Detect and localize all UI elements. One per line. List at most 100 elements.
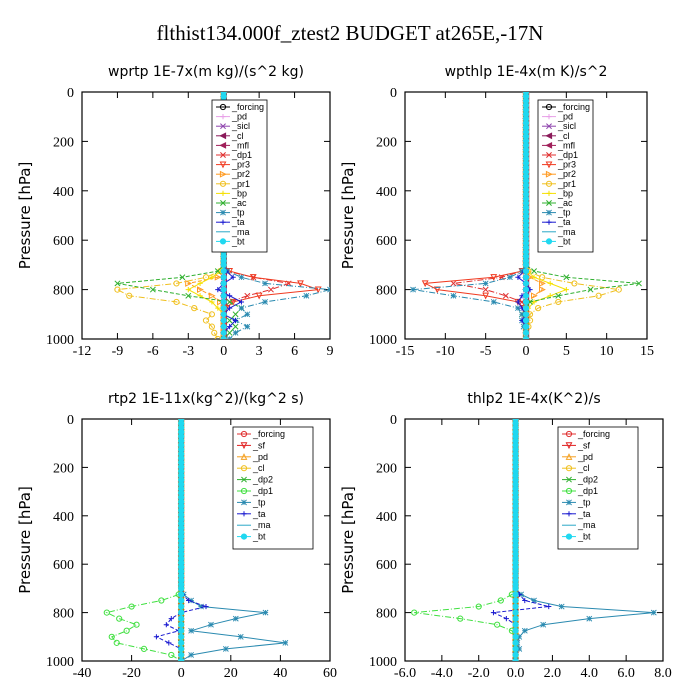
y-axis-label: Pressure [hPa] <box>339 486 357 594</box>
x-tick-label: 2.0 <box>544 666 562 681</box>
legend-label: _pr3 <box>557 160 576 170</box>
y-tick-label: 600 <box>376 558 397 573</box>
x-tick-label: 0 <box>523 344 530 359</box>
legend-entry: _dp1 <box>562 486 598 496</box>
legend-label: _sf <box>577 440 591 450</box>
y-tick-label: 800 <box>376 607 397 622</box>
y-tick-label: 800 <box>53 607 74 622</box>
legend-entry: _cl <box>562 463 590 473</box>
legend-entry: _ac <box>542 198 573 208</box>
series-line <box>414 419 517 661</box>
legend-label: _bt <box>557 236 571 246</box>
legend-entry: _ma <box>562 520 596 530</box>
panel-title: thlp2 1E-4x(K^2)/s <box>467 391 600 407</box>
panel-title: wpthlp 1E-4x(m K)/s^2 <box>445 64 608 80</box>
legend-box <box>211 99 268 253</box>
legend-label: _pd <box>252 452 268 462</box>
x-tick-label: 5 <box>563 344 570 359</box>
legend-entry: _ac <box>216 198 247 208</box>
legend-label: _dp1 <box>252 486 273 496</box>
series-line <box>453 92 527 339</box>
legend-label: _tp <box>557 208 571 218</box>
legend-entry: _forcing <box>237 429 285 439</box>
series-dp1 <box>411 419 519 661</box>
legend: _forcing_sf _pd_cl _dp2_dp1_tp _ta_ma _bt <box>557 426 639 550</box>
series-dp1 <box>103 419 185 661</box>
legend-entry: _sicl <box>542 121 576 131</box>
x-tick-label: 15 <box>640 344 654 359</box>
legend-entry: _tp <box>216 208 245 218</box>
figure-title: flthist134.000f_ztest2 BUDGET at265E,-17… <box>157 21 544 45</box>
legend-label: _pr2 <box>557 169 576 179</box>
legend-label: _forcing <box>231 102 264 112</box>
legend-label: _forcing <box>577 429 610 439</box>
x-tick-label: 6 <box>291 344 298 359</box>
legend-label: _ma <box>231 227 250 237</box>
series-area <box>411 419 657 661</box>
series-line <box>491 419 549 661</box>
legend-label: _cl <box>577 463 590 473</box>
series-pr1 <box>114 92 227 339</box>
y-tick-label: 800 <box>53 284 74 299</box>
legend-entry: _ma <box>216 227 250 237</box>
legend-label: _cl <box>557 131 570 141</box>
legend-entry: _pr1 <box>216 179 250 189</box>
legend-entry: _tp <box>237 497 266 507</box>
legend-entry: _dp1 <box>542 150 578 160</box>
x-tick-label: -10 <box>436 344 455 359</box>
series-bt <box>522 92 530 339</box>
legend: _forcing_pd_sicl_cl_mfl_dp1_pr3_pr2_pr1_… <box>537 99 594 253</box>
panel-3: rtp2 1E-11x(kg^2)/(kg^2 s) Pressure [hPa]… <box>16 391 337 681</box>
legend-entry: _cl <box>542 131 570 141</box>
y-tick-label: 200 <box>53 461 74 476</box>
x-tick-label: 10 <box>600 344 614 359</box>
legend-label: _ta <box>557 217 571 227</box>
y-tick-label: 600 <box>376 234 397 249</box>
series-pr3 <box>421 92 530 339</box>
legend-box <box>232 426 314 550</box>
legend-entry: _pd <box>542 112 573 122</box>
series-bt <box>178 419 185 661</box>
series-line <box>216 92 243 339</box>
legend-entry: _tp <box>542 208 571 218</box>
x-tick-label: 0.0 <box>507 666 525 681</box>
legend-entry: _pr2 <box>542 169 576 179</box>
legend-label: _ac <box>231 198 247 208</box>
legend-entry: _dp1 <box>237 486 273 496</box>
legend-entry: _forcing <box>562 429 610 439</box>
legend-label: _sicl <box>231 121 250 131</box>
y-axis-label: Pressure [hPa] <box>339 162 357 270</box>
y-tick-label: 400 <box>53 185 74 200</box>
legend-entry: _ma <box>237 520 271 530</box>
y-tick-label: 1000 <box>369 655 397 670</box>
panel-title: wprtp 1E-7x(m kg)/(s^2 kg) <box>108 64 304 80</box>
y-axis-label: Pressure [hPa] <box>16 486 34 594</box>
y-tick-label: 600 <box>53 234 74 249</box>
x-tick-label: 8.0 <box>654 666 672 681</box>
x-tick-label: -20 <box>122 666 141 681</box>
x-tick-label: -4.0 <box>431 666 453 681</box>
series-bt <box>512 419 519 661</box>
plot-frame <box>81 418 331 662</box>
legend-label: _cl <box>231 131 244 141</box>
legend-label: _sicl <box>557 121 576 131</box>
y-tick-label: 600 <box>53 558 74 573</box>
series-line <box>115 92 225 339</box>
legend-label: _pd <box>231 112 247 122</box>
y-tick-label: 1000 <box>369 333 397 348</box>
legend-label: _ma <box>252 520 271 530</box>
x-tick-label: -9 <box>112 344 124 359</box>
legend-label: _forcing <box>557 102 590 112</box>
legend-entry: _bt <box>562 532 591 542</box>
legend-label: _tp <box>577 497 591 507</box>
panel-1: wprtp 1E-7x(m kg)/(s^2 kg) Pressure [hPa]… <box>16 64 334 359</box>
x-tick-label: 20 <box>224 666 238 681</box>
y-tick-label: 0 <box>67 413 74 428</box>
legend-label: _bp <box>557 188 573 198</box>
legend-label: _tp <box>231 208 245 218</box>
series-line <box>413 92 527 339</box>
legend-entry: _sf <box>237 440 266 450</box>
legend-label: _ac <box>557 198 573 208</box>
x-tick-label: 0 <box>178 666 185 681</box>
